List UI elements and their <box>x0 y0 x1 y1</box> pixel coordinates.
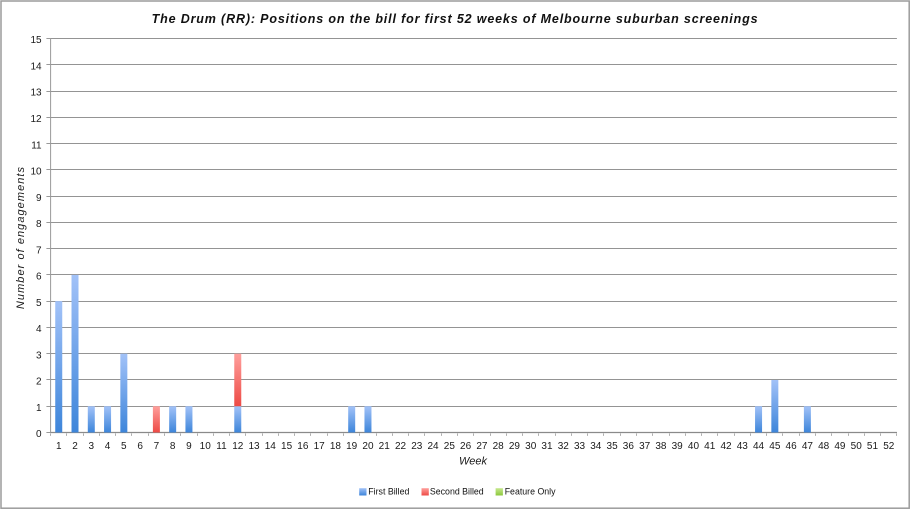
svg-text:6: 6 <box>137 441 143 452</box>
svg-text:16: 16 <box>297 441 309 452</box>
svg-text:13: 13 <box>30 88 42 99</box>
svg-text:5: 5 <box>36 298 42 309</box>
svg-text:Feature Only: Feature Only <box>505 486 556 496</box>
svg-text:36: 36 <box>623 441 635 452</box>
svg-text:27: 27 <box>476 441 488 452</box>
svg-text:39: 39 <box>672 441 684 452</box>
svg-text:12: 12 <box>232 441 244 452</box>
svg-text:4: 4 <box>36 324 42 335</box>
svg-text:0: 0 <box>36 429 42 440</box>
svg-text:14: 14 <box>265 441 277 452</box>
svg-text:34: 34 <box>590 441 602 452</box>
svg-text:17: 17 <box>314 441 326 452</box>
svg-text:The Drum (RR): Positions on th: The Drum (RR): Positions on the bill for… <box>152 12 759 26</box>
svg-text:48: 48 <box>818 441 830 452</box>
svg-text:14: 14 <box>30 61 42 72</box>
svg-text:2: 2 <box>36 377 42 388</box>
svg-text:15: 15 <box>281 441 293 452</box>
svg-text:4: 4 <box>105 441 111 452</box>
svg-text:9: 9 <box>186 441 192 452</box>
svg-text:52: 52 <box>883 441 895 452</box>
svg-text:37: 37 <box>639 441 651 452</box>
svg-text:31: 31 <box>541 441 553 452</box>
svg-text:1: 1 <box>56 441 62 452</box>
svg-text:42: 42 <box>720 441 732 452</box>
svg-text:40: 40 <box>688 441 700 452</box>
svg-text:24: 24 <box>427 441 439 452</box>
svg-text:11: 11 <box>31 140 42 151</box>
svg-text:Number of engagements: Number of engagements <box>15 166 27 309</box>
svg-text:47: 47 <box>802 441 814 452</box>
svg-text:30: 30 <box>525 441 537 452</box>
svg-text:6: 6 <box>36 272 42 283</box>
svg-text:51: 51 <box>867 441 879 452</box>
svg-text:20: 20 <box>362 441 374 452</box>
svg-text:Second Billed: Second Billed <box>430 486 484 496</box>
svg-text:1: 1 <box>36 403 42 414</box>
svg-text:29: 29 <box>509 441 521 452</box>
svg-text:33: 33 <box>574 441 586 452</box>
svg-text:3: 3 <box>36 350 42 361</box>
svg-text:8: 8 <box>36 219 42 230</box>
svg-text:19: 19 <box>346 441 358 452</box>
svg-text:25: 25 <box>444 441 456 452</box>
svg-text:35: 35 <box>607 441 619 452</box>
svg-text:23: 23 <box>411 441 423 452</box>
svg-text:First Billed: First Billed <box>368 486 409 496</box>
svg-text:10: 10 <box>200 441 212 452</box>
svg-text:7: 7 <box>154 441 160 452</box>
svg-text:15: 15 <box>30 35 42 46</box>
svg-text:38: 38 <box>655 441 667 452</box>
svg-text:3: 3 <box>89 441 95 452</box>
svg-text:7: 7 <box>36 245 42 256</box>
svg-text:10: 10 <box>30 167 42 178</box>
svg-text:21: 21 <box>379 441 391 452</box>
svg-text:45: 45 <box>769 441 781 452</box>
svg-text:49: 49 <box>834 441 846 452</box>
svg-text:13: 13 <box>248 441 260 452</box>
svg-text:32: 32 <box>558 441 570 452</box>
svg-text:50: 50 <box>851 441 863 452</box>
svg-text:41: 41 <box>704 441 716 452</box>
svg-text:Week: Week <box>459 456 487 468</box>
svg-text:28: 28 <box>493 441 505 452</box>
svg-text:46: 46 <box>786 441 798 452</box>
svg-text:11: 11 <box>216 441 227 452</box>
svg-text:8: 8 <box>170 441 176 452</box>
svg-text:9: 9 <box>36 193 42 204</box>
svg-text:18: 18 <box>330 441 342 452</box>
svg-text:12: 12 <box>30 114 42 125</box>
svg-text:2: 2 <box>72 441 78 452</box>
svg-text:22: 22 <box>395 441 407 452</box>
svg-text:26: 26 <box>460 441 472 452</box>
svg-text:44: 44 <box>753 441 765 452</box>
svg-text:5: 5 <box>121 441 127 452</box>
svg-text:43: 43 <box>737 441 749 452</box>
